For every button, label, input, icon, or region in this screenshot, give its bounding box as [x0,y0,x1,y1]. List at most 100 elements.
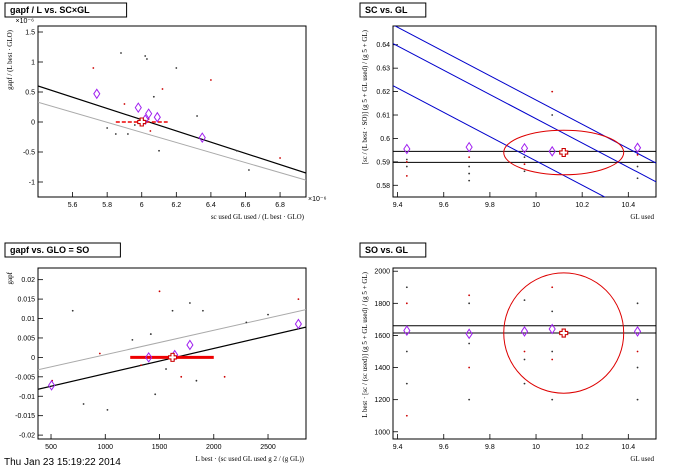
plot4-data-dot [523,350,526,353]
plot4-y-tick-label: 1200 [374,397,390,404]
plot3-data-dot [106,408,109,411]
plot2-data-dot [405,165,408,168]
plot1-data-dot [133,124,136,126]
plot1-data-dot [127,133,129,135]
plot2-measurement-marker [465,141,473,153]
plot1-x-tick-label: 6.6 [241,202,251,209]
plot1-measurement-marker [93,88,101,100]
plot2-y-tick-label: 0.62 [376,89,390,96]
plot4-y-tick-label: 1800 [374,301,390,308]
plot4-measurement-marker [520,326,529,337]
plot2-x-tick-label: 9.4 [393,202,403,209]
plot2-measurement-marker [403,143,411,155]
plot1-data-dot [175,67,178,69]
plot3-data-dot [297,298,300,300]
plot4-measurement-marker [403,325,411,337]
plot1-data-dot [158,149,160,152]
plot3-y-tick-label: -0.02 [19,433,35,440]
plot4-data-dot [405,414,408,417]
plot4-data-dot [405,286,408,289]
plot1-data-dot [235,149,238,152]
plot1-measurement-marker [153,111,161,123]
plot1-y-tick-label: 0 [31,120,35,127]
plot1-y-tick-label: 1.5 [25,30,35,37]
plot2-data-dot [636,177,639,180]
plot4-data-dot [551,398,554,401]
plot4-title: SO vs. GL [365,245,409,255]
plot4-best-fit-marker [559,328,569,338]
plot4-data-dot [636,350,639,353]
plot4-y-tick-label: 2000 [374,269,390,276]
plot3-data-dot [180,375,183,378]
plot4-data-dot [551,350,554,353]
plot1-data-dot [106,127,109,129]
plot2-x-tick-label: 10.2 [575,202,589,209]
plot1-data-dot [161,88,164,90]
plot3-data-dot [195,379,198,382]
plot2-data-dot [523,163,526,166]
plot4-measurement-marker [548,323,556,335]
plot4-confidence-ellipse [503,272,625,394]
plot4-data-dot [636,302,639,305]
plot3-y-tick-label: -0.01 [19,394,35,401]
plot3-reference-line [38,309,306,371]
plot1-frame [37,25,307,198]
plot4-x-tick-label: 9.4 [393,444,403,451]
plot1-y-tick-label: -1 [29,180,35,187]
plot1-x-tick-label: 6.2 [171,202,181,209]
plot2-data-dot [405,175,408,177]
plot2-x-tick-label: 9.6 [439,202,449,209]
plot3-data-dot [140,364,142,367]
plot3-y-tick-label: 0.015 [17,297,35,304]
plot3-measurement-marker [186,339,194,351]
plot4-data-dot [636,398,639,401]
plot3-measurement-marker [294,318,303,330]
plot3-data-dot [189,302,191,304]
plot4-data-dot [523,382,526,385]
plot1-data-layer [38,52,306,181]
plot4-data-dot [551,310,554,313]
plot3-data-dot [202,309,204,312]
plot3-y-tick-label: 0.01 [21,316,35,323]
plot3-title: gapf vs. GLO = SO [10,245,89,255]
plot1-x-tick-label: 6.8 [275,202,285,209]
plot1-measurement-marker [134,102,142,114]
plot1-best-fit-marker [137,117,147,127]
plot2-y-tick-label: 0.59 [376,159,390,166]
plot1-fit-line [38,85,306,174]
plot2-data-dot [551,114,554,116]
plot2-constraint-line [393,43,656,183]
plot2-data-dot [405,160,408,163]
plot2-y-tick-label: 0.61 [376,113,390,120]
plot4-y-tick-label: 1600 [374,333,390,340]
plot1-measurement-marker [145,108,153,120]
plot3-data-dot [267,313,269,316]
plot1-y-tick-label: 0.5 [25,90,35,97]
plot3-y-tick-label: -0.015 [15,413,35,420]
plot1-title-box [4,2,128,18]
plot2-x-tick-label: 9.8 [485,202,495,209]
plot2-x-axis-label: GL used [630,213,654,221]
plot1-data-dot [92,67,95,69]
plot2-measurement-marker [548,145,556,157]
plot2-y-tick-label: 0.63 [376,66,390,73]
plot4-data-dot [468,366,471,369]
plot2-data-dot [523,156,526,159]
plot1-data-dot [210,79,212,81]
plot3-data-dot [223,375,226,378]
plot3-x-tick-label: 1000 [97,444,113,451]
plot4-data-dot [468,342,471,345]
plot3-x-tick-label: 2000 [206,444,222,451]
plot4-data-dot [405,350,408,353]
plot1-x-tick-label: 6.4 [206,202,216,209]
plot4-data-dot [551,358,554,361]
plot1-data-dot [152,95,155,98]
plot2-data-dot [636,165,639,168]
plot4-data-dot [523,299,526,302]
plot3-data-dot [82,403,85,405]
plot4-x-axis-label: GL used [630,455,654,463]
plot3-x-axis-label: L best · (sc used GL used g 2 / (g GL)) [195,455,304,463]
plot2-data-dot [551,90,554,93]
plot4-frame [392,267,657,440]
